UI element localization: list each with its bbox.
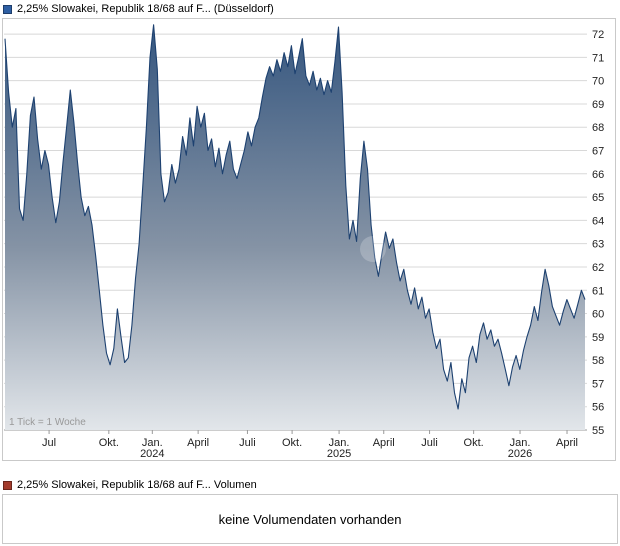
y-axis-label: 68 [592, 122, 604, 134]
y-axis-label: 70 [592, 76, 604, 88]
tick-note: 1 Tick = 1 Woche [9, 417, 86, 428]
x-axis-label: April [556, 437, 578, 449]
y-axis-label: 65 [592, 192, 604, 204]
y-axis-label: 64 [592, 215, 604, 227]
x-axis-label: Jan. [329, 437, 350, 449]
y-axis-label: 67 [592, 146, 604, 158]
y-axis-label: 69 [592, 99, 604, 111]
y-axis-label: 71 [592, 52, 604, 64]
price-chart-title: 2,25% Slowakei, Republik 18/68 auf F... … [17, 3, 274, 15]
y-axis-label: 58 [592, 355, 604, 367]
x-axis-label: April [373, 437, 395, 449]
y-axis-label: 62 [592, 262, 604, 274]
x-axis-label: April [187, 437, 209, 449]
x-axis-label: Jan. [142, 437, 163, 449]
price-area [5, 24, 585, 431]
watermark [360, 236, 386, 262]
price-line [4, 24, 586, 410]
volume-legend-swatch [3, 481, 12, 490]
volume-title: 2,25% Slowakei, Republik 18/68 auf F... … [17, 479, 257, 491]
volume-message: keine Volumendaten vorhanden [218, 511, 402, 527]
volume-legend: 2,25% Slowakei, Republik 18/68 auf F... … [0, 476, 620, 494]
x-axis-label: Okt. [464, 437, 484, 449]
y-axis-label: 61 [592, 285, 604, 297]
y-axis-label: 66 [592, 169, 604, 181]
y-axis-label: 57 [592, 378, 604, 390]
x-axis-label: Juli [239, 437, 256, 449]
x-axis-label: Okt. [99, 437, 119, 449]
x-axis-year-label: 2025 [327, 448, 351, 460]
x-axis-label: Okt. [282, 437, 302, 449]
x-axis-year-label: 2024 [140, 448, 164, 460]
y-axis-label: 60 [592, 309, 604, 321]
price-legend-swatch [3, 5, 12, 14]
price-chart[interactable]: 55 56 57 58 59 60 61 62 63 64 65 66 67 68 69 70 71 72 Jul O… [2, 18, 616, 461]
x-axis-label: Jan. [510, 437, 531, 449]
y-axis-label: 59 [592, 332, 604, 344]
volume-box: keine Volumendaten vorhanden [2, 494, 618, 544]
x-axis-label: Jul [42, 437, 56, 449]
x-axis-label: Juli [421, 437, 438, 449]
y-axis-label: 72 [592, 29, 604, 41]
y-axis-label: 55 [592, 425, 604, 437]
price-chart-svg[interactable]: 55 56 57 58 59 60 61 62 63 64 65 66 67 68 69 70 71 72 Jul O… [3, 19, 615, 460]
y-axis-label: 56 [592, 402, 604, 414]
price-chart-legend: 2,25% Slowakei, Republik 18/68 auf F... … [0, 0, 620, 18]
x-axis-year-label: 2026 [508, 448, 532, 460]
y-axis-label: 63 [592, 239, 604, 251]
